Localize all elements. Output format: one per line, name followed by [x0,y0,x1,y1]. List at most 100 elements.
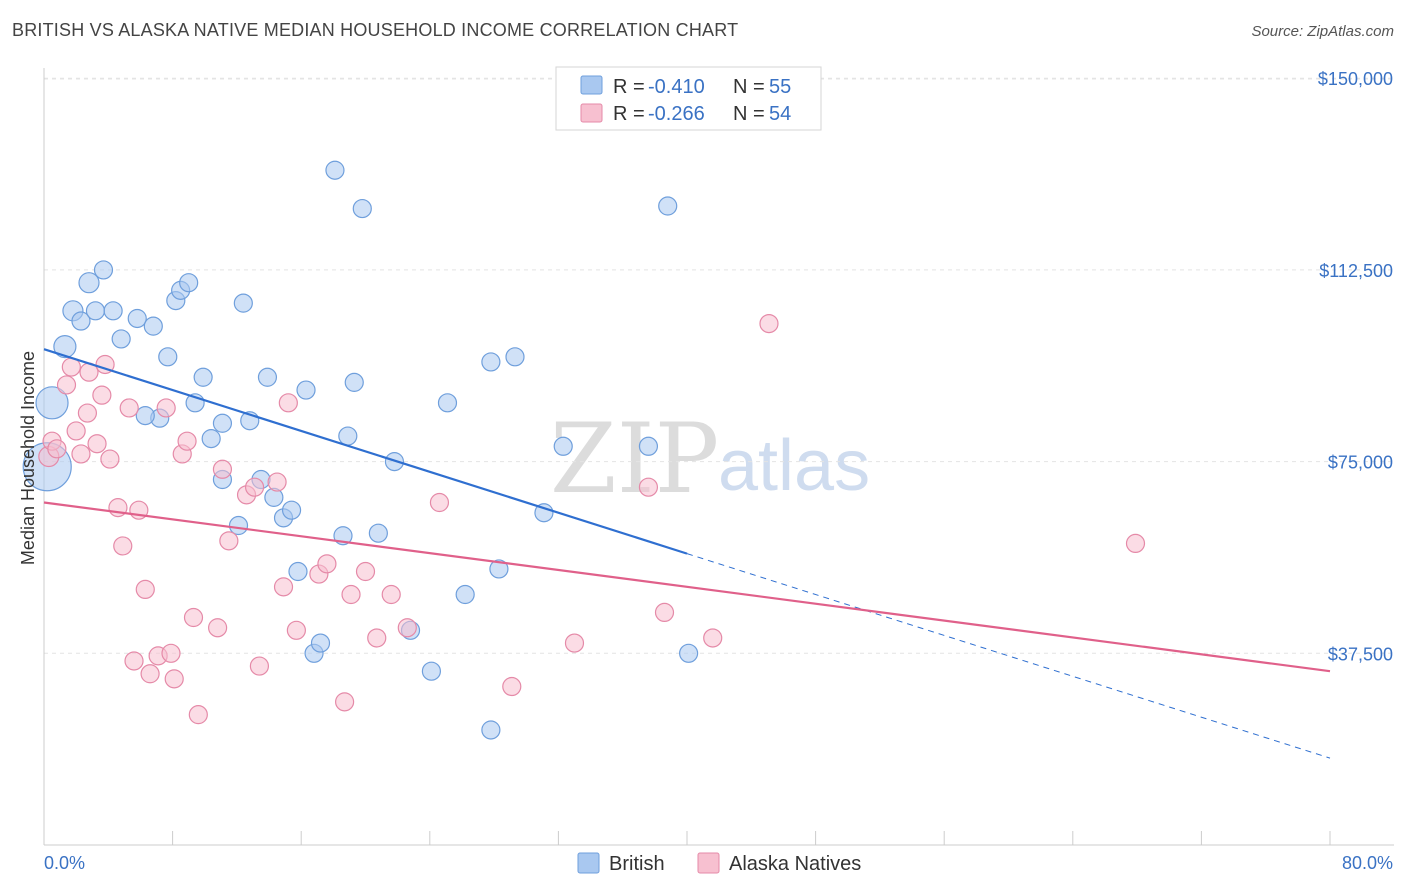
alaska-natives-point-50[interactable] [654,602,675,623]
british-point-32[interactable] [296,380,316,400]
british-point-31[interactable] [288,561,308,582]
british-point-53[interactable] [658,196,678,216]
alaska-natives-point-33[interactable] [249,656,270,676]
legend-swatch-alaska [580,103,603,123]
alaska-natives-point-32[interactable] [244,477,265,497]
alaska-natives-point-6[interactable] [71,444,91,464]
alaska-natives-point-42[interactable] [355,561,376,582]
british-point-11[interactable] [143,316,163,336]
british-point-10[interactable] [127,308,147,329]
british-point-9[interactable] [111,329,131,349]
british-point-40[interactable] [368,523,388,543]
british-point-8[interactable] [103,301,123,321]
alaska-natives-point-48[interactable] [564,633,585,653]
british-point-34[interactable] [310,633,331,653]
alaska-natives-point-26[interactable] [183,607,204,628]
alaska-natives-point-12[interactable] [100,449,120,469]
british-point-35[interactable] [325,160,345,180]
british-point-37[interactable] [338,426,358,446]
alaska-natives-point-34[interactable] [267,472,287,492]
scatter-points[interactable] [22,160,1146,740]
british-point-27[interactable] [257,367,278,387]
series-legend-label-british: British [609,853,665,875]
alaska-natives-point-9[interactable] [87,434,107,454]
alaska-natives-point-16[interactable] [124,651,144,671]
alaska-natives-point-5[interactable] [66,421,86,441]
british-point-30[interactable] [281,500,302,520]
alaska-natives-point-37[interactable] [286,620,306,640]
british-point-24[interactable] [233,293,253,313]
trend-lines [43,348,1331,759]
british-point-54[interactable] [679,643,699,663]
british-point-6[interactable] [85,301,106,321]
alaska-natives-point-18[interactable] [135,579,155,600]
british-point-48[interactable] [489,559,509,579]
british-point-21[interactable] [212,413,233,433]
british-point-47[interactable] [481,720,501,740]
alaska-natives-point-47[interactable] [502,676,522,697]
alaska-natives-point-27[interactable] [188,705,208,725]
british-point-52[interactable] [638,436,659,456]
alaska-natives-point-43[interactable] [367,628,387,648]
legend-n-value-alaska: 54 [769,103,791,125]
alaska-natives-point-35[interactable] [273,577,294,597]
alaska-natives-point-10[interactable] [92,385,112,405]
british-point-14[interactable] [135,406,155,426]
x-tick-label-min: 0.0% [44,853,85,873]
british-point-19[interactable] [193,367,213,387]
british-point-39[interactable] [352,198,372,219]
british-point-46[interactable] [481,352,501,372]
alaska-natives-point-29[interactable] [212,459,233,479]
alaska-natives-point-22[interactable] [161,643,181,663]
legend-n-label-alaska: N = [733,103,765,125]
british-point-49[interactable] [505,347,525,367]
british-point-1[interactable] [35,386,69,420]
alaska-natives-point-19[interactable] [140,664,160,684]
alaska-natives-point-30[interactable] [219,531,239,551]
british-point-51[interactable] [553,436,573,456]
alaska-natives-point-23[interactable] [164,669,184,689]
british-point-43[interactable] [421,661,442,681]
alaska-natives-trend-line [43,501,1331,673]
alaska-natives-point-39[interactable] [317,554,337,574]
alaska-natives-point-3[interactable] [56,375,77,395]
y-tick-label-3: $150,000 [1318,69,1393,89]
legend-r-label-british: R = [613,76,645,98]
alaska-natives-point-14[interactable] [113,536,133,556]
alaska-natives-point-2[interactable] [47,439,67,459]
british-point-45[interactable] [455,584,475,605]
british-point-50[interactable] [534,503,554,523]
british-point-17[interactable] [179,273,199,293]
british-point-5[interactable] [78,272,100,294]
alaska-natives-point-49[interactable] [638,477,659,497]
alaska-natives-point-44[interactable] [381,584,401,605]
british-point-12[interactable] [158,347,178,367]
alaska-natives-point-51[interactable] [703,628,723,648]
alaska-natives-point-15[interactable] [119,398,139,418]
british-point-38[interactable] [344,372,364,392]
british-point-44[interactable] [437,393,458,413]
alaska-natives-point-28[interactable] [208,618,228,638]
alaska-natives-point-52[interactable] [759,313,779,334]
alaska-natives-point-25[interactable] [177,431,197,451]
british-point-7[interactable] [93,260,114,280]
british-point-23[interactable] [228,515,249,536]
legend-n-value-british: 55 [769,76,791,98]
british-point-20[interactable] [201,429,221,449]
british-point-2[interactable] [53,334,77,359]
alaska-natives-point-21[interactable] [156,398,176,418]
alaska-natives-point-7[interactable] [77,403,98,423]
alaska-natives-point-45[interactable] [397,618,417,638]
alaska-natives-point-36[interactable] [278,393,298,413]
alaska-natives-point-40[interactable] [335,692,355,712]
y-tick-label-0: $37,500 [1328,644,1393,664]
source-label: Source: ZipAtlas.com [1251,23,1394,40]
legend-r-value-alaska: -0.266 [648,103,705,125]
alaska-natives-point-41[interactable] [341,584,361,605]
alaska-natives-point-53[interactable] [1125,533,1146,554]
british-point-4[interactable] [71,311,91,331]
series-legend-swatch-british [577,852,600,874]
y-axis-label: Median Household Income [18,351,38,565]
alaska-natives-point-46[interactable] [429,492,450,513]
watermark-zip: ZIP [550,403,719,515]
